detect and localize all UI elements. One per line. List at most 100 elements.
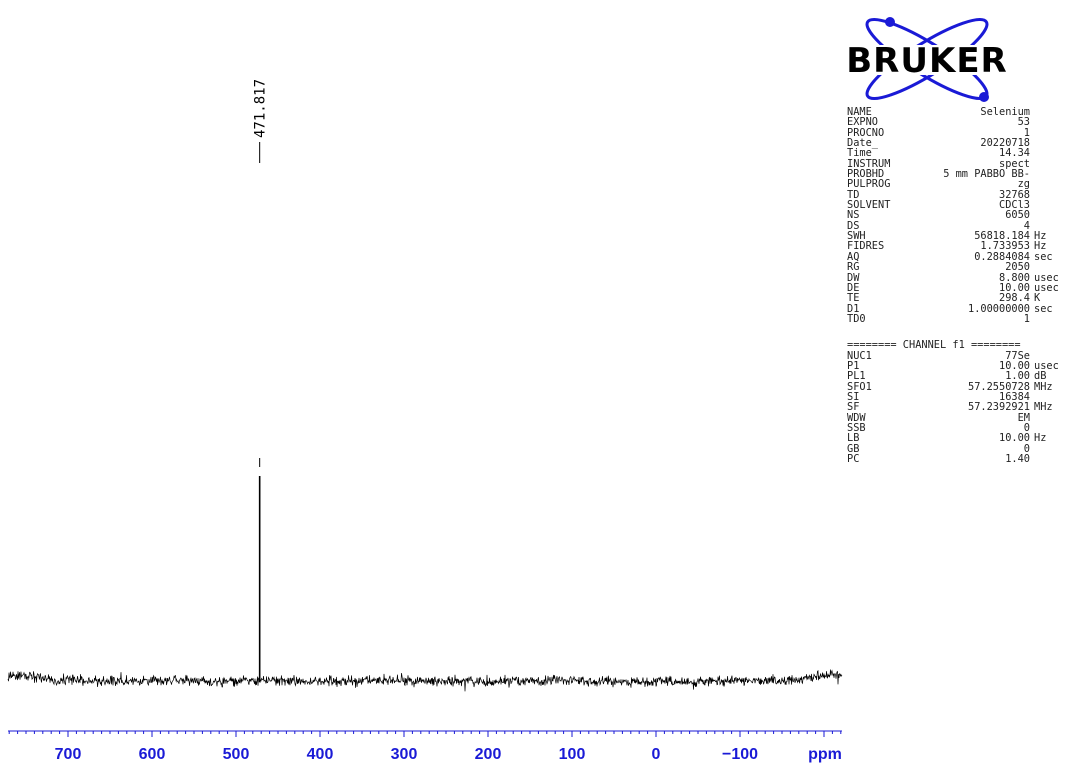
parameter-row: WDW EM xyxy=(847,412,1062,423)
parameter-value: 57.2550728 xyxy=(968,380,1030,393)
parameter-value: 1.40 xyxy=(1005,453,1030,465)
parameter-value: 0 xyxy=(1023,421,1030,434)
parameter-row: DE 10.00 usec xyxy=(847,281,1062,294)
parameter-unit: Hz xyxy=(1034,240,1047,253)
parameter-value: 20220718 xyxy=(980,137,1030,150)
parameter-unit: sec xyxy=(1034,302,1053,315)
parameter-row: RG 2050 xyxy=(847,261,1062,274)
x-tick-label: 700 xyxy=(55,746,82,763)
parameter-unit xyxy=(1030,169,1062,179)
parameter-list: NAME Selenium EXPNO 53 PROCNO 1 Date_ 20220718 T… xyxy=(847,106,1062,325)
parameter-key: NS xyxy=(847,209,860,222)
parameter-unit xyxy=(1030,200,1062,210)
parameter-value: 0.2884084 xyxy=(974,250,1030,263)
x-tick-label: −100 xyxy=(722,746,758,763)
parameter-value: 10.00 xyxy=(999,281,1030,294)
parameter-value: 6050 xyxy=(1005,209,1030,222)
parameter-unit: sec xyxy=(1034,250,1053,263)
parameter-unit: usec xyxy=(1034,359,1059,372)
parameter-row: AQ 0.2884084 sec xyxy=(847,250,1062,263)
parameter-row: SF 57.2392921 MHz xyxy=(847,401,1062,414)
parameter-value: 5 mm PABBO BB- xyxy=(943,168,1030,181)
parameter-value: 4 xyxy=(1023,219,1030,232)
parameter-row: Date_ 20220718 xyxy=(847,137,1062,150)
parameter-key: TE xyxy=(847,292,860,305)
parameter-unit: Hz xyxy=(1034,230,1047,243)
parameter-key: SSB xyxy=(847,421,866,434)
parameter-unit xyxy=(1030,210,1062,220)
x-tick-label: 0 xyxy=(652,746,661,763)
parameter-key: GB xyxy=(847,442,860,455)
parameter-value: 2050 xyxy=(1005,261,1030,274)
parameter-row: PROBHD 5 mm PABBO BB- xyxy=(847,168,1062,181)
parameter-row: SSB 0 xyxy=(847,421,1062,434)
parameter-key: INSTRUM xyxy=(847,157,891,170)
parameter-row: FIDRES 1.733953 Hz xyxy=(847,240,1062,253)
parameter-value: zg xyxy=(1017,178,1030,191)
parameter-key: Date_ xyxy=(847,137,878,150)
parameter-key: SOLVENT xyxy=(847,199,891,212)
parameter-unit xyxy=(1030,413,1062,423)
peak-label: 471.817 xyxy=(253,79,269,138)
parameter-key: PROCNO xyxy=(847,126,885,139)
parameter-unit xyxy=(1030,128,1062,138)
parameter-unit: usec xyxy=(1034,281,1059,294)
parameter-key: RG xyxy=(847,261,860,274)
parameter-unit: K xyxy=(1034,292,1041,305)
parameter-value: 1.733953 xyxy=(980,240,1030,253)
peak-annotation-group: 471.817 xyxy=(253,79,269,467)
parameter-row: D1 1.00000000 sec xyxy=(847,302,1062,315)
parameter-value: 16384 xyxy=(999,390,1030,403)
parameter-unit: dB xyxy=(1034,370,1047,383)
parameter-key: PULPROG xyxy=(847,178,891,191)
parameter-value: 57.2392921 xyxy=(968,401,1030,414)
parameter-unit xyxy=(1030,117,1062,127)
parameter-unit xyxy=(1030,314,1062,324)
parameter-row: NS 6050 xyxy=(847,209,1062,222)
parameter-key: SF xyxy=(847,401,860,414)
parameter-key: EXPNO xyxy=(847,116,878,129)
parameter-row: DS 4 xyxy=(847,219,1062,232)
parameter-unit xyxy=(1030,107,1062,117)
parameter-value: spect xyxy=(999,157,1030,170)
parameter-key: P1 xyxy=(847,359,860,372)
parameter-key: DW xyxy=(847,271,860,284)
parameter-unit xyxy=(1030,159,1062,169)
parameter-row: PL1 1.00 dB xyxy=(847,370,1062,383)
parameter-value: 32768 xyxy=(999,188,1030,201)
acquisition-parameters-panel: NAME Selenium EXPNO 53 PROCNO 1 Date_ 20220718 T… xyxy=(847,106,1062,465)
parameter-key: PL1 xyxy=(847,370,866,383)
parameter-row: INSTRUM spect xyxy=(847,157,1062,170)
parameter-unit: Hz xyxy=(1034,432,1047,445)
parameter-value: CDCl3 xyxy=(999,199,1030,212)
parameter-value: 1.00 xyxy=(1005,370,1030,383)
parameter-value: Selenium xyxy=(980,106,1030,118)
parameter-row: TD 32768 xyxy=(847,188,1062,201)
parameter-row: EXPNO 53 xyxy=(847,116,1062,129)
parameter-unit xyxy=(1030,262,1062,272)
parameter-unit xyxy=(1030,454,1062,464)
x-axis: 700 600 500 400 300 200 100 0 −100 ppm xyxy=(8,730,842,763)
x-tick-label: 400 xyxy=(307,746,334,763)
parameter-key: FIDRES xyxy=(847,240,885,253)
spectrum-trace-group xyxy=(7,476,843,692)
parameter-value: 56818.184 xyxy=(974,230,1030,243)
parameter-unit xyxy=(1030,148,1062,158)
parameter-key: NUC1 xyxy=(847,349,872,362)
parameter-row: NUC1 77Se xyxy=(847,349,1062,362)
parameter-value: 298.4 xyxy=(999,292,1030,305)
channel-header: ======== CHANNEL f1 ======== xyxy=(847,339,1021,352)
parameter-value: 1.00000000 xyxy=(968,302,1030,315)
parameter-key: D1 xyxy=(847,302,860,315)
parameter-value: 1 xyxy=(1023,312,1030,325)
parameter-key: AQ xyxy=(847,250,860,263)
parameter-row: PC 1.40 xyxy=(847,453,1062,465)
parameter-value: 1 xyxy=(1023,126,1030,139)
channel-parameter-list: NUC1 77Se P1 10.00 usec PL1 1.00 dB SFO1 57.25507… xyxy=(847,349,1062,465)
nmr-spectrum-plot: 471.817 700 600 500 400 300 200 100 0 −100 ppm xyxy=(7,79,843,763)
parameter-row: PROCNO 1 xyxy=(847,126,1062,139)
parameter-row: P1 10.00 usec xyxy=(847,359,1062,372)
parameter-key: SI xyxy=(847,390,860,403)
parameter-value: 10.00 xyxy=(999,432,1030,445)
parameter-row: PULPROG zg xyxy=(847,178,1062,191)
